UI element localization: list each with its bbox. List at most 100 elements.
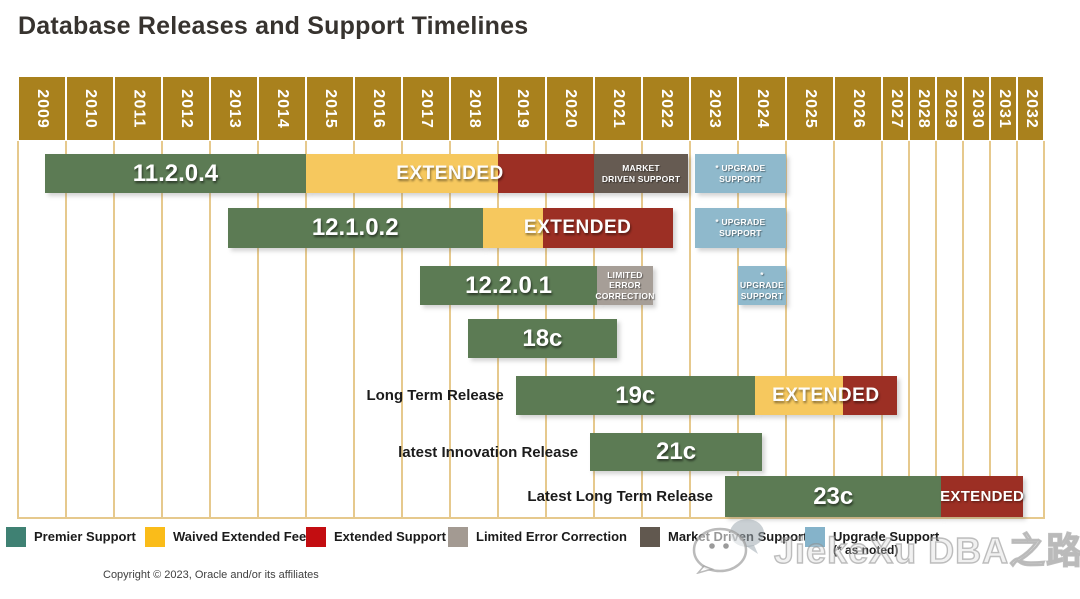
bar-segment-limited: LIMITED ERROR CORRECTION <box>595 266 655 305</box>
year-label-2023: 2023 <box>691 77 737 140</box>
year-text: 2019 <box>514 88 531 129</box>
year-text: 2009 <box>34 88 51 129</box>
legend-item-limited: Limited Error Correction <box>448 527 627 547</box>
bar-segment-upgrade: * UPGRADE SUPPORT <box>694 154 786 193</box>
bar-segment-premier <box>467 319 618 358</box>
legend-swatch-waived <box>145 527 165 547</box>
year-text: 2031 <box>995 88 1013 129</box>
gridline-2009 <box>17 141 19 519</box>
year-label-2027: 2027 <box>883 77 908 140</box>
year-text: 2027 <box>887 88 905 129</box>
bar-segment-premier <box>725 476 942 517</box>
bar-segment-waived <box>754 376 844 415</box>
legend-label: Market Driven Support <box>668 529 808 544</box>
gridline-2033 <box>1043 141 1045 519</box>
legend-label: Premier Support <box>34 529 136 544</box>
year-text: 2026 <box>850 88 867 129</box>
year-label-2014: 2014 <box>259 77 305 140</box>
year-text: 2011 <box>130 89 147 128</box>
gridline-2015 <box>305 141 307 519</box>
row-label: Long Term Release <box>366 387 504 404</box>
segment-label: EXTENDED <box>940 488 1025 505</box>
year-label-2012: 2012 <box>163 77 209 140</box>
bar-segment-extended: EXTENDED <box>940 476 1025 517</box>
legend-swatch-extended <box>306 527 326 547</box>
year-label-2032: 2032 <box>1018 77 1043 140</box>
gridline-2011 <box>113 141 115 519</box>
legend-item-upgrade: Upgrade Support (* as noted) <box>805 527 939 556</box>
legend-sublabel: (* as noted) <box>833 542 899 557</box>
gridline-2023 <box>689 141 691 519</box>
year-text: 2024 <box>754 88 771 129</box>
bar-segment-premier <box>420 266 597 305</box>
bar-segment-extended <box>543 208 673 248</box>
legend-item-market: Market Driven Support <box>640 527 807 547</box>
year-label-2022: 2022 <box>643 77 689 140</box>
bar-segment-premier <box>590 433 762 471</box>
year-label-2010: 2010 <box>67 77 113 140</box>
year-label-2026: 2026 <box>835 77 881 140</box>
segment-label: LIMITED ERROR CORRECTION <box>595 269 655 301</box>
year-text: 2014 <box>274 88 291 129</box>
year-text: 2017 <box>418 88 435 129</box>
bar-segment-premier <box>227 208 483 248</box>
bar-segment-waived <box>482 208 544 248</box>
gridline-2028 <box>908 141 910 519</box>
year-text: 2030 <box>968 88 986 129</box>
year-label-2019: 2019 <box>499 77 545 140</box>
year-label-2013: 2013 <box>211 77 257 140</box>
gridline-2026 <box>833 141 835 519</box>
year-label-2011: 2011 <box>115 77 161 140</box>
year-label-2018: 2018 <box>451 77 497 140</box>
bar-segment-waived <box>306 154 498 193</box>
year-text: 2029 <box>941 88 959 129</box>
bar-segment-extended <box>498 154 594 193</box>
gridline-2030 <box>962 141 964 519</box>
legend-swatch-upgrade <box>805 527 825 547</box>
chart-bottom-line <box>18 517 1044 519</box>
year-label-2017: 2017 <box>403 77 449 140</box>
gridline-2016 <box>353 141 355 519</box>
segment-label: * UPGRADE SUPPORT <box>715 162 766 184</box>
year-label-2031: 2031 <box>991 77 1016 140</box>
year-text: 2020 <box>562 88 579 129</box>
year-label-2025: 2025 <box>787 77 833 140</box>
year-text: 2021 <box>610 88 627 129</box>
year-text: 2012 <box>178 88 195 129</box>
row-label: latest Innovation Release <box>398 443 579 461</box>
year-label-2015: 2015 <box>307 77 353 140</box>
year-label-2024: 2024 <box>739 77 785 140</box>
bar-segment-extended <box>843 376 897 415</box>
gridline-2024 <box>737 141 739 519</box>
segment-label: MARKET DRIVEN SUPPORT <box>601 162 681 184</box>
legend-item-extended: Extended Support <box>306 527 446 547</box>
bar-segment-premier <box>44 154 306 193</box>
legend-swatch-limited <box>448 527 468 547</box>
year-text: 2018 <box>466 88 483 129</box>
segment-label: * UPGRADE SUPPORT <box>715 217 766 238</box>
year-text: 2022 <box>658 88 675 129</box>
year-text: 2016 <box>370 88 387 129</box>
gridline-2018 <box>449 141 451 519</box>
year-text: 2013 <box>226 88 243 129</box>
year-text: 2023 <box>706 88 723 129</box>
segment-label: * UPGRADE SUPPORT <box>740 269 784 301</box>
copyright-text: Copyright © 2023, Oracle and/or its affi… <box>103 569 319 581</box>
gridline-2022 <box>641 141 643 519</box>
year-label-2029: 2029 <box>937 77 962 140</box>
legend-item-waived: Waived Extended Fee <box>145 527 306 547</box>
gridline-2031 <box>989 141 991 519</box>
legend-swatch-premier <box>6 527 26 547</box>
year-label-2016: 2016 <box>355 77 401 140</box>
row-label: Latest Long Term Release <box>527 488 714 505</box>
gridline-2010 <box>65 141 67 519</box>
gridline-2014 <box>257 141 259 519</box>
legend-label: Upgrade Support (* as noted) <box>833 529 940 557</box>
legend-label: Extended Support <box>334 529 446 544</box>
gridline-2027 <box>881 141 883 519</box>
bar-segment-market: MARKET DRIVEN SUPPORT <box>594 154 689 193</box>
gridline-2032 <box>1016 141 1018 519</box>
bar-segment-upgrade: * UPGRADE SUPPORT <box>738 266 786 305</box>
legend-item-premier: Premier Support <box>6 527 136 547</box>
